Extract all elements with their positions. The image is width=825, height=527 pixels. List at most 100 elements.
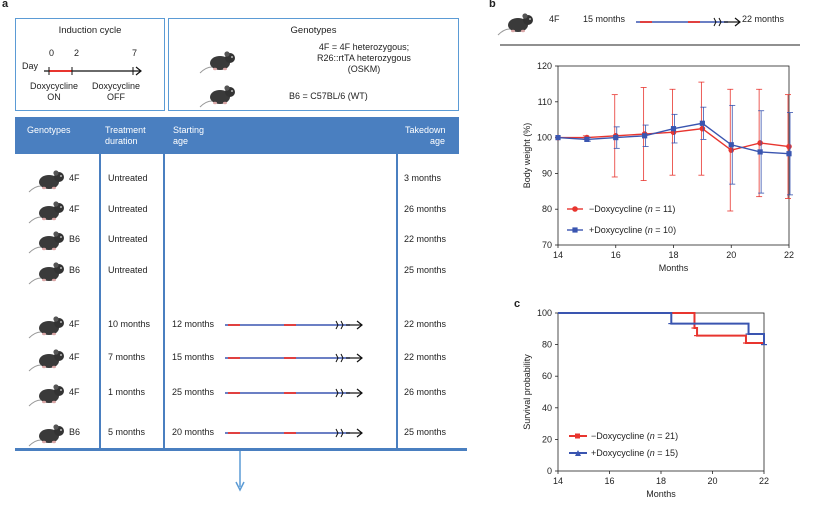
row-treatment: Untreated bbox=[108, 265, 148, 275]
mouse-tail bbox=[28, 246, 42, 254]
mouse-tail bbox=[28, 399, 42, 407]
survival-y-tick-label: 80 bbox=[542, 340, 552, 350]
mouse-ear bbox=[53, 262, 59, 268]
row-timeline-break-mark bbox=[335, 428, 339, 438]
mouse-foot bbox=[213, 101, 217, 105]
row-timeline-arrowhead bbox=[356, 320, 363, 330]
row-mouse-icon bbox=[28, 424, 64, 447]
genotype-def-b6: B6 = C57BL/6 (WT) bbox=[289, 91, 368, 101]
mouse-ear bbox=[53, 231, 59, 237]
row-start-age: 25 months bbox=[172, 387, 215, 397]
body-weight-legend-label: +Doxycycline (n = 10) bbox=[589, 225, 676, 235]
dox-off-label: Doxycycline OFF bbox=[92, 81, 140, 103]
mouse-foot bbox=[52, 440, 56, 444]
body-weight-point bbox=[613, 135, 619, 141]
mouse-eye bbox=[231, 90, 233, 92]
row-timeline-break-mark bbox=[340, 353, 344, 363]
dox-on-line1: Doxycycline bbox=[30, 81, 79, 91]
row-timeline-break-mark bbox=[340, 320, 344, 330]
panel-b-letter: b bbox=[489, 0, 496, 10]
survival-x-tick-label: 14 bbox=[553, 476, 563, 486]
mouse-foot bbox=[52, 186, 56, 190]
survival-x-tick-label: 16 bbox=[604, 476, 614, 486]
induction-arrowhead bbox=[135, 66, 142, 76]
mouse-ear bbox=[53, 349, 59, 355]
day-label: Day bbox=[22, 61, 39, 71]
mouse-eye bbox=[231, 56, 233, 58]
row-mouse-icon bbox=[28, 231, 64, 254]
induction-cycle-box: Induction cycle Day 0 2 7 Doxycycline ON… bbox=[15, 18, 165, 111]
row-takedown-age: 3 months bbox=[404, 173, 442, 183]
row-mouse-icon bbox=[28, 201, 64, 224]
header-treatment-2: duration bbox=[105, 136, 138, 146]
survival-y-tick-label: 20 bbox=[542, 434, 552, 444]
mouse-body bbox=[39, 175, 59, 189]
mouse-foot bbox=[42, 365, 46, 369]
body-weight-x-tick-label: 14 bbox=[553, 250, 563, 260]
mouse-eye bbox=[60, 175, 62, 177]
mouse-body bbox=[39, 429, 59, 443]
row-genotype: 4F bbox=[69, 352, 80, 362]
header-treatment-1: Treatment bbox=[105, 125, 146, 135]
survival-legend-label: −Doxycycline (n = 21) bbox=[591, 431, 678, 441]
mouse-eye bbox=[529, 18, 531, 20]
survival-y-tick-label: 40 bbox=[542, 403, 552, 413]
survival-x-tick-label: 20 bbox=[707, 476, 717, 486]
mouse-eye bbox=[60, 206, 62, 208]
row-timeline-break-mark bbox=[340, 388, 344, 398]
survival-y-tick-label: 0 bbox=[547, 466, 552, 476]
row-treatment: 1 months bbox=[108, 387, 146, 397]
mouse-tail bbox=[28, 185, 42, 193]
row-timeline-arrowhead bbox=[356, 388, 363, 398]
mouse-tail bbox=[28, 331, 42, 339]
body-weight-y-tick-label: 90 bbox=[542, 168, 552, 178]
row-takedown-age: 22 months bbox=[404, 352, 447, 362]
mouse-body bbox=[39, 267, 59, 281]
row-start-age: 12 months bbox=[172, 319, 215, 329]
mouse-4f-icon bbox=[199, 51, 235, 74]
row-timeline-break-mark bbox=[340, 428, 344, 438]
row-mouse-icon bbox=[28, 384, 64, 407]
mouse-foot bbox=[52, 332, 56, 336]
body-weight-point bbox=[786, 143, 792, 150]
row-start-age: 20 months bbox=[172, 427, 215, 437]
row-genotype: 4F bbox=[69, 319, 80, 329]
mouse-body bbox=[508, 18, 528, 32]
mouse-foot bbox=[42, 400, 46, 404]
dox-on-line2: ON bbox=[47, 92, 61, 102]
genotype-line-2: R26::rtTA heterozygous bbox=[317, 53, 411, 63]
mouse-eye bbox=[60, 236, 62, 238]
row-start-age: 15 months bbox=[172, 352, 215, 362]
mouse-foot bbox=[213, 67, 217, 71]
dox-on-label: Doxycycline ON bbox=[30, 81, 78, 103]
mouse-foot bbox=[511, 29, 515, 33]
genotypes-box-title: Genotypes bbox=[290, 25, 337, 36]
mouse-ear bbox=[53, 201, 59, 207]
mouse-foot bbox=[42, 247, 46, 251]
body-weight-legend-label: −Doxycycline (n = 11) bbox=[589, 204, 675, 214]
body-weight-point bbox=[584, 136, 590, 142]
body-weight-point bbox=[642, 133, 648, 139]
timeline-genotype: 4F bbox=[549, 14, 560, 24]
row-mouse-icon bbox=[28, 262, 64, 285]
header-takedown-2: age bbox=[429, 136, 445, 146]
body-weight-x-tick-label: 20 bbox=[726, 250, 736, 260]
header-starting-1: Starting bbox=[173, 125, 205, 135]
header-genotypes: Genotypes bbox=[27, 125, 71, 135]
row-timeline-arrowhead bbox=[356, 428, 363, 438]
survival-step-line bbox=[558, 312, 764, 345]
mouse-ear bbox=[224, 51, 230, 57]
mouse-tail bbox=[199, 66, 213, 74]
mouse-tail bbox=[28, 439, 42, 447]
row-treatment: Untreated bbox=[108, 234, 148, 244]
mouse-ear bbox=[53, 316, 59, 322]
row-timeline-break-mark bbox=[335, 320, 339, 330]
mouse-ear bbox=[53, 384, 59, 390]
row-treatment: Untreated bbox=[108, 173, 148, 183]
tick-0: 0 bbox=[49, 48, 55, 58]
mouse-tail bbox=[28, 216, 42, 224]
row-timeline-arrowhead bbox=[356, 353, 363, 363]
survival-legend-marker bbox=[575, 450, 581, 456]
row-takedown-age: 22 months bbox=[404, 234, 447, 244]
dox-off-line1: Doxycycline bbox=[92, 81, 141, 91]
